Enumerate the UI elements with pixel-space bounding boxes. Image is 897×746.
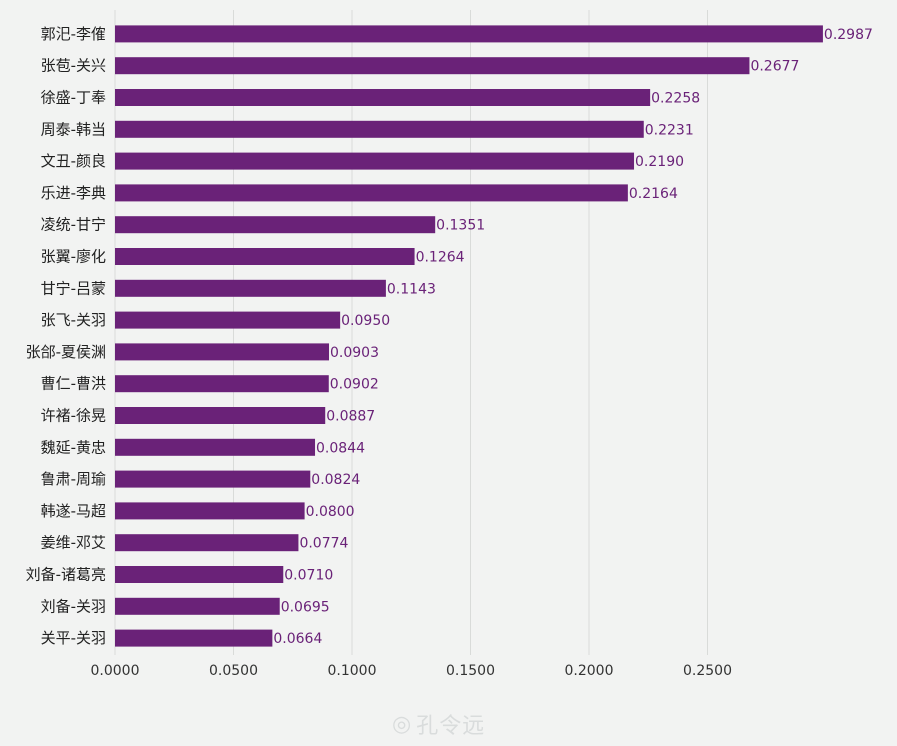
value-label: 0.0844 [316,440,365,456]
bar [115,279,386,297]
category-labels: 郭汜-李傕张苞-关兴徐盛-丁奉周泰-韩当文丑-颜良乐进-李典凌统-甘宁张翼-廖化… [26,25,106,647]
value-label: 0.2677 [750,59,799,75]
bar [115,566,284,583]
category-label: 张飞-关羽 [41,311,106,329]
bar [115,216,436,234]
watermark: ◎ 孔令远 [392,708,485,740]
value-label: 0.1264 [416,250,465,266]
bar [115,184,628,202]
category-label: 鲁肃-周瑜 [41,470,106,488]
value-label: 0.0774 [299,536,348,552]
value-label: 0.0950 [341,313,390,329]
bar [115,502,305,520]
value-label: 0.0800 [306,504,355,520]
value-label: 0.2987 [824,27,873,43]
value-label: 0.1351 [436,218,485,234]
value-label: 0.2164 [629,186,678,202]
bar [115,120,644,138]
category-label: 徐盛-丁奉 [41,89,106,107]
watermark-text: 孔令远 [416,714,486,739]
category-label: 甘宁-吕蒙 [41,279,106,297]
bar [115,407,326,424]
x-axis-tick-labels: 0.0000 0.0500 0.1000 0.1500 0.2000 0.2500 [91,663,733,679]
category-label: 郭汜-李傕 [41,25,106,43]
category-label: 曹仁-曹洪 [41,375,106,393]
x-tick-label: 0.0000 [91,663,140,679]
value-label: 0.0902 [330,377,379,393]
category-label: 周泰-韩当 [41,120,106,138]
value-label: 0.0664 [273,631,322,647]
x-tick-label: 0.1500 [446,663,495,679]
category-label: 关平-关羽 [41,629,106,647]
bar [115,534,299,552]
value-label: 0.0887 [326,409,375,425]
bar [115,438,316,456]
bar [115,311,341,329]
bar [115,343,330,361]
value-label: 0.2231 [645,122,694,138]
value-label: 0.0824 [311,472,360,488]
bar [115,248,415,265]
bar [115,470,311,488]
category-label: 张苞-关兴 [41,57,106,75]
category-label: 张翼-廖化 [41,248,106,266]
bar [115,629,273,647]
x-tick-label: 0.2500 [683,663,732,679]
value-label: 0.0903 [330,345,379,361]
x-tick-label: 0.0500 [209,663,258,679]
value-label: 0.0710 [284,568,333,584]
category-label: 凌统-甘宁 [41,216,106,234]
bars [115,25,823,647]
x-tick-label: 0.2000 [565,663,614,679]
value-label: 0.1143 [387,281,436,297]
category-label: 张郃-夏侯渊 [26,343,106,361]
value-label: 0.0695 [281,599,330,615]
bar [115,89,651,106]
bar [115,597,280,615]
weibo-icon: ◎ [392,711,413,737]
category-label: 魏延-黄忠 [41,438,106,456]
category-label: 乐进-李典 [41,184,106,202]
category-label: 文丑-颜良 [41,152,106,170]
bar [115,152,635,170]
category-label: 刘备-关羽 [41,597,106,615]
bar [115,57,750,75]
category-label: 刘备-诸葛亮 [26,566,106,584]
value-label: 0.2190 [635,154,684,170]
category-label: 许褚-徐晃 [41,407,106,425]
category-label: 韩遂-马超 [41,502,106,520]
x-tick-label: 0.1000 [328,663,377,679]
value-label: 0.2258 [651,91,700,107]
bar [115,25,823,43]
bar [115,375,329,393]
value-labels: 0.2987 0.2677 0.2258 0.2231 0.2190 0.2164 0.13… [273,27,873,647]
category-label: 姜维-邓艾 [41,534,106,552]
gridlines [114,10,708,655]
